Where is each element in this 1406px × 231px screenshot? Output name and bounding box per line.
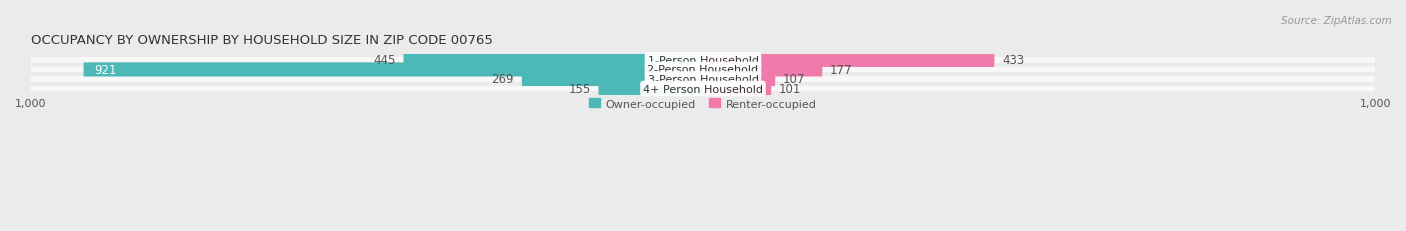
FancyBboxPatch shape xyxy=(31,86,1375,92)
FancyBboxPatch shape xyxy=(703,82,772,96)
FancyBboxPatch shape xyxy=(31,86,1375,92)
FancyBboxPatch shape xyxy=(31,58,1375,64)
FancyBboxPatch shape xyxy=(31,76,1375,83)
FancyBboxPatch shape xyxy=(31,67,1375,73)
Text: 3-Person Household: 3-Person Household xyxy=(648,75,758,85)
FancyBboxPatch shape xyxy=(522,73,703,87)
Text: 4+ Person Household: 4+ Person Household xyxy=(643,84,763,94)
Text: 177: 177 xyxy=(830,64,852,77)
Text: 107: 107 xyxy=(783,73,806,86)
Legend: Owner-occupied, Renter-occupied: Owner-occupied, Renter-occupied xyxy=(585,94,821,113)
FancyBboxPatch shape xyxy=(31,67,1375,73)
FancyBboxPatch shape xyxy=(83,63,703,77)
FancyBboxPatch shape xyxy=(31,77,1375,83)
Text: Source: ZipAtlas.com: Source: ZipAtlas.com xyxy=(1281,16,1392,26)
Text: 269: 269 xyxy=(492,73,515,86)
Text: OCCUPANCY BY OWNERSHIP BY HOUSEHOLD SIZE IN ZIP CODE 00765: OCCUPANCY BY OWNERSHIP BY HOUSEHOLD SIZE… xyxy=(31,33,492,46)
FancyBboxPatch shape xyxy=(703,54,994,68)
Text: 445: 445 xyxy=(374,54,395,67)
Text: 101: 101 xyxy=(779,83,801,96)
FancyBboxPatch shape xyxy=(703,73,775,87)
FancyBboxPatch shape xyxy=(599,82,703,96)
FancyBboxPatch shape xyxy=(31,58,1375,64)
FancyBboxPatch shape xyxy=(703,63,823,77)
Text: 433: 433 xyxy=(1002,54,1025,67)
FancyBboxPatch shape xyxy=(404,54,703,68)
Text: 2-Person Household: 2-Person Household xyxy=(647,65,759,75)
Text: 1-Person Household: 1-Person Household xyxy=(648,56,758,66)
Text: 155: 155 xyxy=(568,83,591,96)
Text: 921: 921 xyxy=(94,64,117,77)
